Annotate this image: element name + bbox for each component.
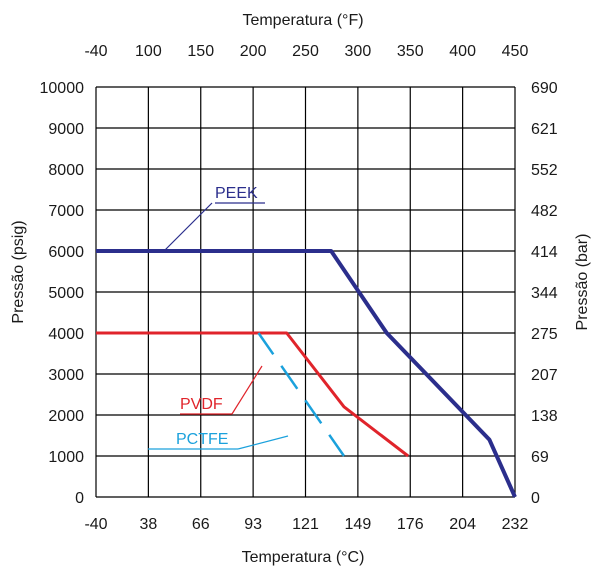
x-tick-label-top: 300: [345, 43, 372, 60]
x-tick-label-top: 450: [502, 43, 529, 60]
x-tick-label-bottom: 121: [292, 516, 319, 533]
y-tick-label-right: 207: [531, 367, 558, 384]
series-line-pvdf: [96, 331, 410, 458]
y-tick-label-left: 8000: [48, 162, 84, 179]
y-tick-label-left: 2000: [48, 408, 84, 425]
y-tick-label-right: 69: [531, 449, 549, 466]
y-tick-label-right: 621: [531, 121, 558, 138]
x-tick-label-bottom: -40: [84, 516, 107, 533]
x-axis-title-bottom: Temperatura (°C): [242, 549, 365, 566]
y-tick-label-left: 0: [75, 490, 84, 507]
y-tick-label-right: 482: [531, 203, 558, 220]
y-tick-label-left: 7000: [48, 203, 84, 220]
y-tick-label-right: 0: [531, 490, 540, 507]
series-line-peek: [96, 249, 517, 498]
series-label-pvdf: PVDF: [180, 396, 223, 413]
y-tick-label-left: 4000: [48, 326, 84, 343]
y-tick-label-right: 690: [531, 80, 558, 97]
y-tick-label-left: 10000: [40, 80, 85, 97]
y-tick-label-right: 275: [531, 326, 558, 343]
x-tick-label-top: 200: [240, 43, 267, 60]
x-tick-label-top: 150: [187, 43, 214, 60]
x-tick-label-top: -40: [84, 43, 107, 60]
series-label-peek: PEEK: [215, 185, 258, 202]
y-tick-label-right: 138: [531, 408, 558, 425]
grid-lines: [95, 86, 516, 498]
x-tick-label-bottom: 176: [397, 516, 424, 533]
y-tick-label-left: 9000: [48, 121, 84, 138]
series-label-leader: [164, 202, 213, 251]
x-tick-label-bottom: 232: [502, 516, 529, 533]
x-tick-label-bottom: 66: [192, 516, 210, 533]
x-tick-label-bottom: 93: [244, 516, 262, 533]
y-tick-label-left: 6000: [48, 244, 84, 261]
y-tick-label-right: 414: [531, 244, 558, 261]
y-tick-label-left: 1000: [48, 449, 84, 466]
series-lines: [96, 249, 517, 498]
x-tick-label-bottom: 204: [449, 516, 476, 533]
x-tick-label-bottom: 149: [345, 516, 372, 533]
series-label-pctfe: PCTFE: [176, 431, 228, 448]
series-labels: PEEK PVDF PCTFE: [148, 185, 289, 450]
x-tick-label-top: 250: [292, 43, 319, 60]
y-tick-label-right: 552: [531, 162, 558, 179]
x-tick-label-top: 400: [449, 43, 476, 60]
y-axis-title-right: Pressão (bar): [574, 234, 591, 331]
y-tick-label-left: 5000: [48, 285, 84, 302]
x-tick-label-top: 350: [397, 43, 424, 60]
series-label-leader: [231, 365, 263, 415]
y-tick-label-right: 344: [531, 285, 558, 302]
series-label-leader: [237, 435, 289, 450]
tick-labels: -40 38 66 93 121 149 176 204 232 -40 100 150 200 250 3…: [40, 43, 558, 533]
x-tick-label-top: 100: [135, 43, 162, 60]
x-tick-label-bottom: 38: [139, 516, 157, 533]
y-axis-title-left: Pressão (psig): [10, 220, 27, 323]
x-axis-title-top: Temperatura (°F): [242, 12, 363, 29]
series-line-pctfe: [257, 332, 346, 457]
y-tick-label-left: 3000: [48, 367, 84, 384]
